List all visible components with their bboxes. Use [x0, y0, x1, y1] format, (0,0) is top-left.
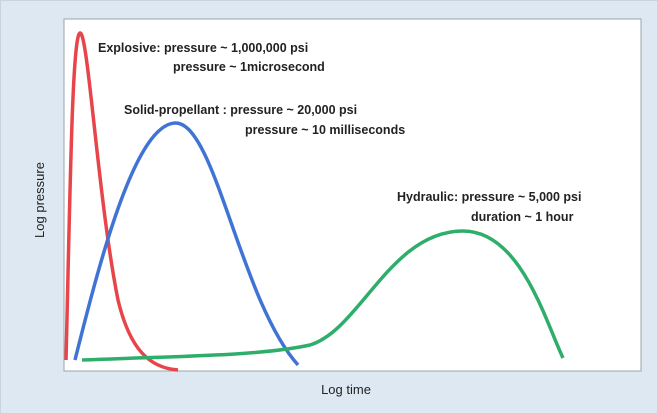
annotation: Explosive: pressure ~ 1,000,000 psi — [98, 41, 308, 55]
y-axis-label: Log pressure — [32, 162, 47, 238]
annotation: Hydraulic: pressure ~ 5,000 psi — [397, 190, 581, 204]
annotation: pressure ~ 1microsecond — [173, 60, 325, 74]
hydraulic-curve — [81, 229, 565, 362]
x-axis-label: Log time — [321, 382, 371, 397]
explosive-curve — [64, 31, 179, 372]
annotation: Solid-propellant : pressure ~ 20,000 psi — [124, 103, 357, 117]
annotation: pressure ~ 10 milliseconds — [245, 123, 405, 137]
solid-propellant-curve — [73, 121, 300, 367]
annotation: duration ~ 1 hour — [471, 210, 574, 224]
